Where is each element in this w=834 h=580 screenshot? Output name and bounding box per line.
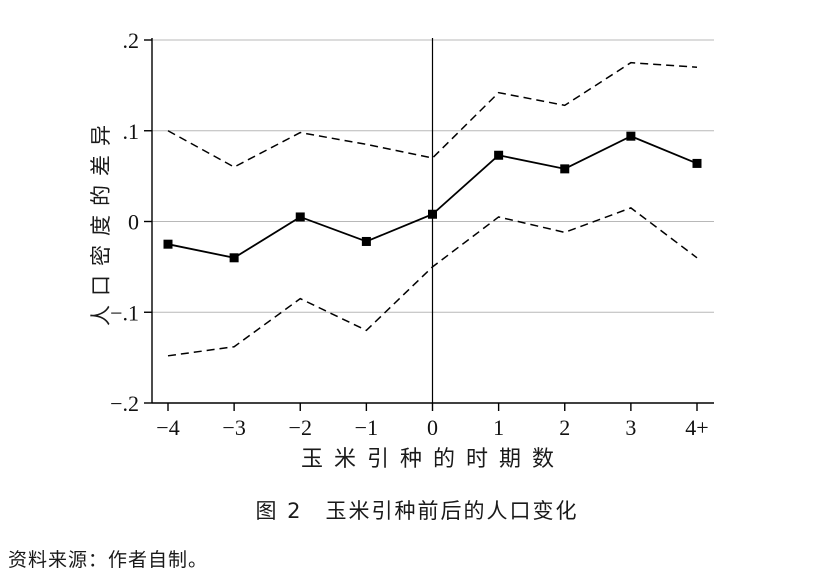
confidence-band-line bbox=[167, 61, 698, 168]
source-note: 资料来源：作者自制。 bbox=[8, 549, 209, 571]
confidence-band-line bbox=[167, 207, 698, 357]
square-marker bbox=[560, 164, 570, 174]
square-marker bbox=[626, 131, 636, 141]
chart-svg: −.2 −.1 0 .1 .2 −4 −3 −2 −1 0 1 2 3 4+ bbox=[110, 28, 714, 440]
square-marker bbox=[295, 212, 305, 222]
x-tick-label: −2 bbox=[289, 415, 312, 440]
x-tick-label: 4+ bbox=[685, 415, 708, 440]
x-tick-label: 1 bbox=[493, 415, 504, 440]
figure-caption: 图 2 玉米引种前后的人口变化 bbox=[255, 499, 579, 523]
x-tick-label: −3 bbox=[222, 415, 245, 440]
square-marker bbox=[163, 239, 173, 249]
x-axis-label: 玉米引种的时期数 bbox=[300, 447, 566, 472]
y-tick-label: −.1 bbox=[110, 300, 139, 325]
square-marker bbox=[494, 150, 504, 160]
x-tick-label: 3 bbox=[625, 415, 636, 440]
square-marker bbox=[692, 158, 702, 168]
square-marker bbox=[229, 253, 239, 263]
x-tick-label: 0 bbox=[427, 415, 438, 440]
y-tick-label: .2 bbox=[123, 28, 140, 53]
x-tick-label: −4 bbox=[156, 415, 179, 440]
y-tick-label: 0 bbox=[128, 210, 139, 235]
x-tick-label: −1 bbox=[355, 415, 378, 440]
y-tick-label: .1 bbox=[123, 119, 140, 144]
square-marker bbox=[361, 236, 371, 246]
y-tick-label: −.2 bbox=[110, 391, 139, 416]
square-marker bbox=[428, 209, 437, 219]
y-axis-label: 人口密度的差异 bbox=[89, 116, 113, 326]
x-tick-label: 2 bbox=[559, 415, 570, 440]
